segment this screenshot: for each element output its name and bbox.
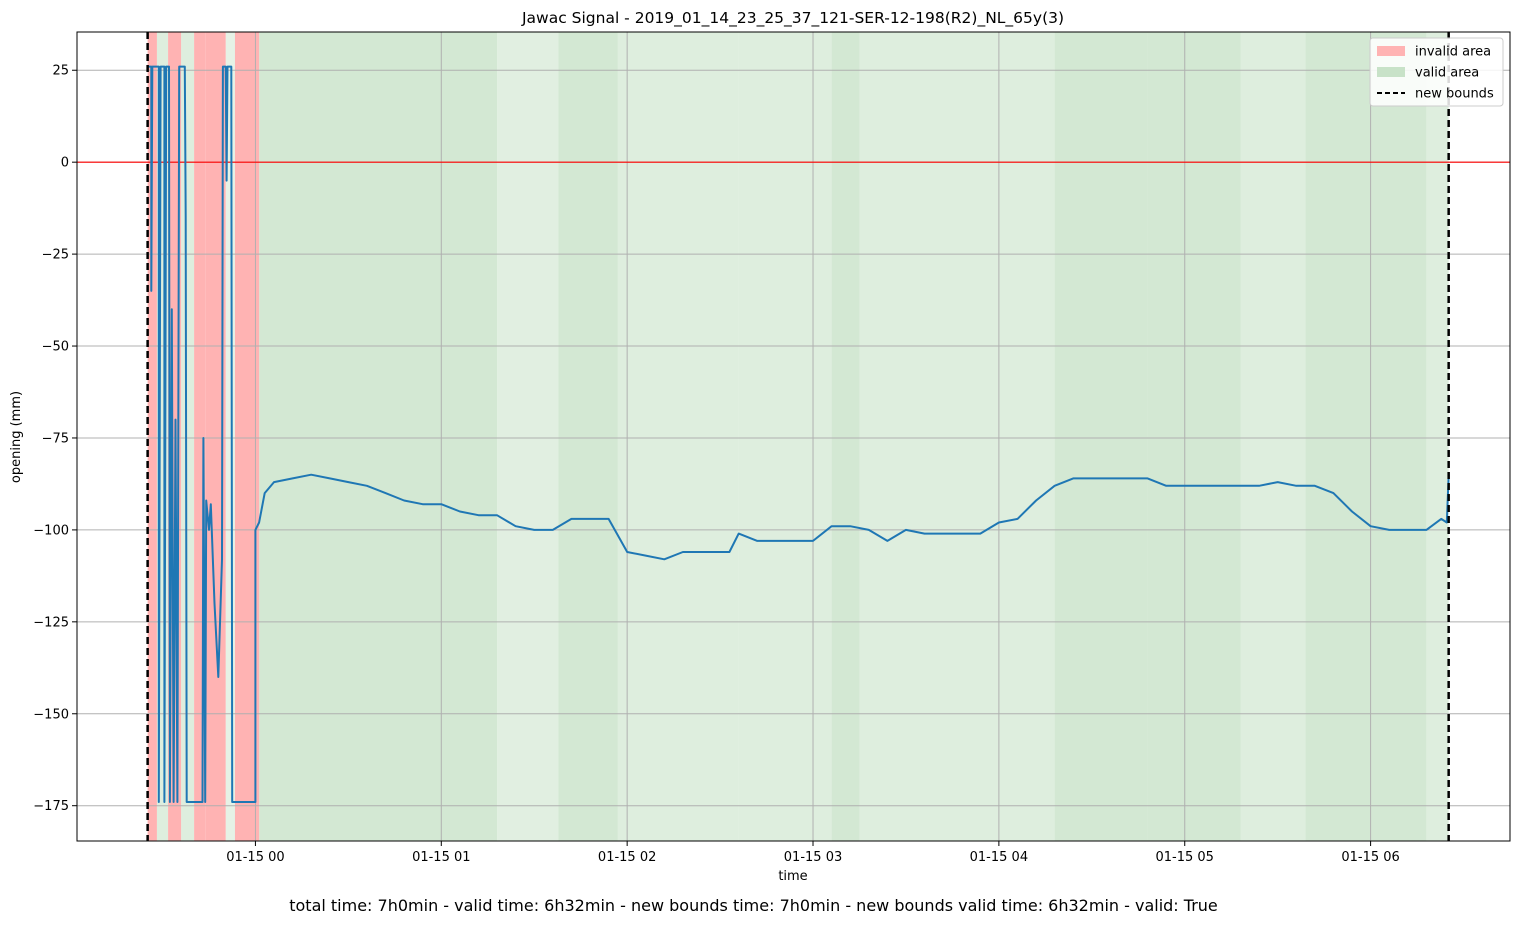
y-axis-ticks: 25 0 −25 −50 −75 −100 −125 −150 −175 [33,64,77,814]
valid-area [859,32,1055,841]
legend-label: new bounds [1415,87,1494,102]
signal-line [147,65,1450,803]
signal-series [147,65,1450,803]
legend-swatch [1377,46,1405,56]
valid-area [1147,32,1241,841]
y-tick-label: −125 [33,615,69,630]
x-tick-label: 01-15 01 [412,850,470,865]
valid-area [497,32,559,841]
new-bounds-lines [146,32,1450,841]
valid-area [1054,32,1148,841]
legend: invalid area valid area new bounds [1369,37,1504,107]
valid-area [617,32,739,841]
y-tick-label: 25 [52,64,69,79]
x-axis-label: time [778,869,807,884]
y-tick-label: −75 [42,431,69,446]
invalid-area [205,32,226,841]
y-axis-label: opening (mm) [9,391,24,483]
invalid-area [147,32,157,841]
y-tick-label: −25 [42,248,69,263]
y-tick-label: −175 [33,799,69,814]
x-tick-label: 01-15 04 [970,850,1028,865]
chart-title: Jawac Signal - 2019_01_14_23_25_37_121-S… [521,9,1064,28]
shaded-areas [147,32,1449,841]
legend-label: valid area [1415,66,1479,81]
summary-text: total time: 7h0min - valid time: 6h32min… [289,896,1218,915]
valid-area [333,32,498,841]
valid-area [259,32,334,841]
valid-area [181,32,195,841]
valid-area [1305,32,1427,841]
valid-area [1240,32,1306,841]
invalid-area [194,32,206,841]
x-tick-label: 01-15 06 [1341,850,1399,865]
plot-frame [76,31,1511,842]
valid-area [738,32,832,841]
x-tick-label: 01-15 05 [1156,850,1214,865]
y-tick-label: −50 [42,340,69,355]
valid-area [1426,32,1449,841]
valid-area [831,32,860,841]
x-axis-ticks: 01-15 00 01-15 01 01-15 02 01-15 03 01-15 04… [226,841,1400,865]
x-tick-label: 01-15 00 [226,850,284,865]
legend-label: invalid area [1415,45,1491,60]
y-tick-label: −100 [33,523,69,538]
valid-area [225,32,235,841]
x-tick-label: 01-15 02 [598,850,656,865]
legend-swatch [1377,67,1405,77]
y-tick-label: 0 [61,156,69,171]
valid-area [558,32,618,841]
y-tick-label: −150 [33,707,69,722]
x-tick-label: 01-15 03 [784,850,842,865]
valid-area [156,32,169,841]
